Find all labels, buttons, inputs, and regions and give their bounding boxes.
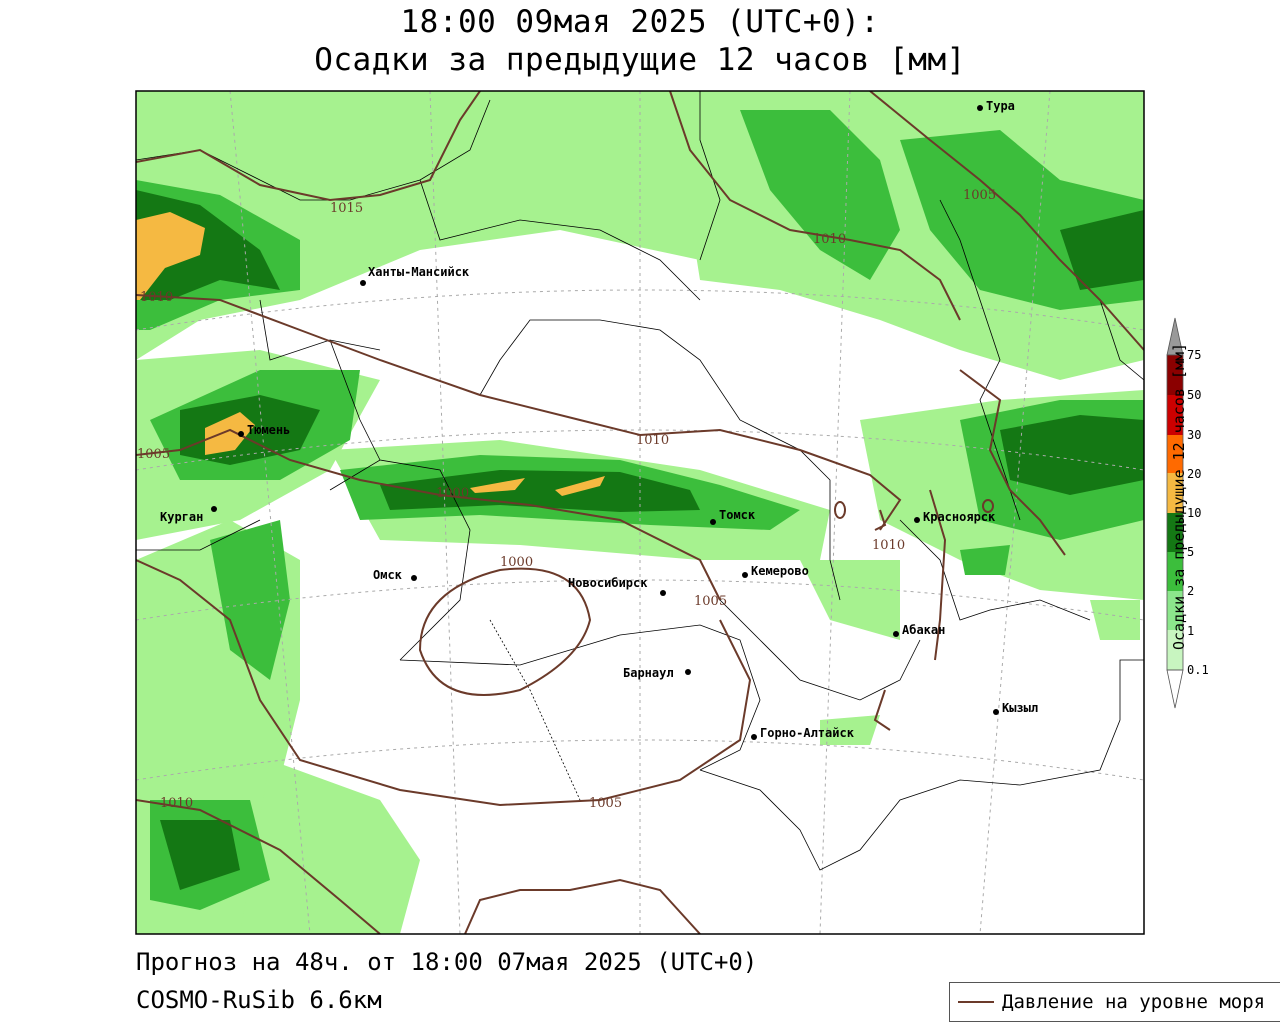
city-dot — [751, 734, 757, 740]
map-field: 1015 1010 1005 1010 1010 1005 1000 1005 … — [136, 91, 1144, 934]
scale-box — [1167, 355, 1183, 395]
city-label: Красноярск — [923, 510, 996, 524]
scale-tick-label: 10 — [1187, 506, 1202, 520]
isobar-label: 1010 — [813, 232, 846, 247]
precip-orange-areas — [136, 212, 605, 496]
scale-tick-label: 20 — [1187, 467, 1202, 481]
city-label: Горно-Алтайск — [760, 726, 855, 740]
scale-box — [1167, 630, 1183, 670]
isobar-legend-line — [958, 1001, 994, 1003]
scale-box — [1167, 473, 1183, 513]
city-dot — [977, 105, 983, 111]
scale-tick-label: 30 — [1187, 428, 1202, 442]
model-name: COSMO-RuSib 6.6км — [136, 986, 382, 1014]
isobar-label: 1010 — [872, 538, 905, 553]
city-markers: Тура Ханты-Мансийск Тюмень Курган Омск Н… — [160, 99, 1038, 740]
scale-tick-label: 2 — [1187, 584, 1195, 598]
map-title-variable: Осадки за предыдущие 12 часов [мм] — [314, 42, 966, 78]
city-label: Омск — [373, 568, 403, 582]
isobar-label: 1000 — [500, 555, 533, 570]
isobar-label: 1010 — [636, 433, 669, 448]
scale-tick-label: 5 — [1187, 545, 1195, 559]
isobar-label: 1005 — [137, 447, 170, 462]
city-label: Тюмень — [247, 423, 290, 437]
scale-tick-label: 1 — [1187, 624, 1195, 638]
scale-bottom-arrow — [1166, 669, 1184, 709]
isobar-label: 1005 — [694, 594, 727, 609]
isobars — [136, 91, 1144, 934]
map-title-time: 18:00 09мая 2025 (UTC+0): — [400, 4, 880, 40]
color-scale — [1166, 317, 1184, 709]
city-label: Курган — [160, 510, 203, 524]
isobar-label: 1010 — [140, 290, 173, 305]
city-label: Ханты-Мансийск — [368, 265, 470, 279]
city-dot — [893, 631, 899, 637]
city-label: Барнаул — [623, 666, 674, 680]
city-label: Кемерово — [751, 564, 809, 578]
isobar-legend-label: Давление на уровне моря — [1002, 991, 1266, 1013]
city-dot — [238, 431, 244, 437]
city-label: Абакан — [902, 623, 945, 637]
scale-tick-label: 50 — [1187, 388, 1202, 402]
scale-box — [1167, 552, 1183, 591]
isobar-label: 1005 — [589, 796, 622, 811]
isobar-labels: 1015 1010 1005 1010 1010 1005 1000 1005 … — [137, 188, 996, 811]
city-label: Тура — [986, 99, 1015, 113]
city-dot — [685, 669, 691, 675]
isobar-label: 1005 — [963, 188, 996, 203]
city-dot — [211, 506, 217, 512]
city-dot — [710, 519, 716, 525]
map-frame — [135, 90, 1145, 935]
city-dot — [360, 280, 366, 286]
graticule — [136, 91, 1144, 934]
scale-tick-label: 0.1 — [1187, 663, 1209, 677]
city-dot — [411, 575, 417, 581]
city-dot — [914, 517, 920, 523]
scale-box — [1167, 395, 1183, 435]
city-dot — [660, 590, 666, 596]
scale-box — [1167, 591, 1183, 630]
city-dot — [742, 572, 748, 578]
city-label: Кызыл — [1002, 701, 1038, 715]
isobar-legend: Давление на уровне моря — [949, 982, 1280, 1022]
city-dot — [993, 709, 999, 715]
scale-axis-title: Осадки за предыдущие 12 часов [мм] — [1170, 342, 1188, 650]
scale-box — [1167, 435, 1183, 473]
scale-box — [1167, 513, 1183, 552]
forecast-info: Прогноз на 48ч. от 18:00 07мая 2025 (UTC… — [136, 948, 758, 976]
admin-borders — [136, 91, 1144, 871]
city-label: Новосибирск — [568, 576, 648, 590]
isobar-label: 1010 — [160, 796, 193, 811]
isobar-label: 1000 — [436, 486, 469, 501]
isobar-label: 1015 — [330, 201, 363, 216]
scale-tick-label: 75 — [1187, 348, 1202, 362]
city-label: Томск — [719, 508, 756, 522]
